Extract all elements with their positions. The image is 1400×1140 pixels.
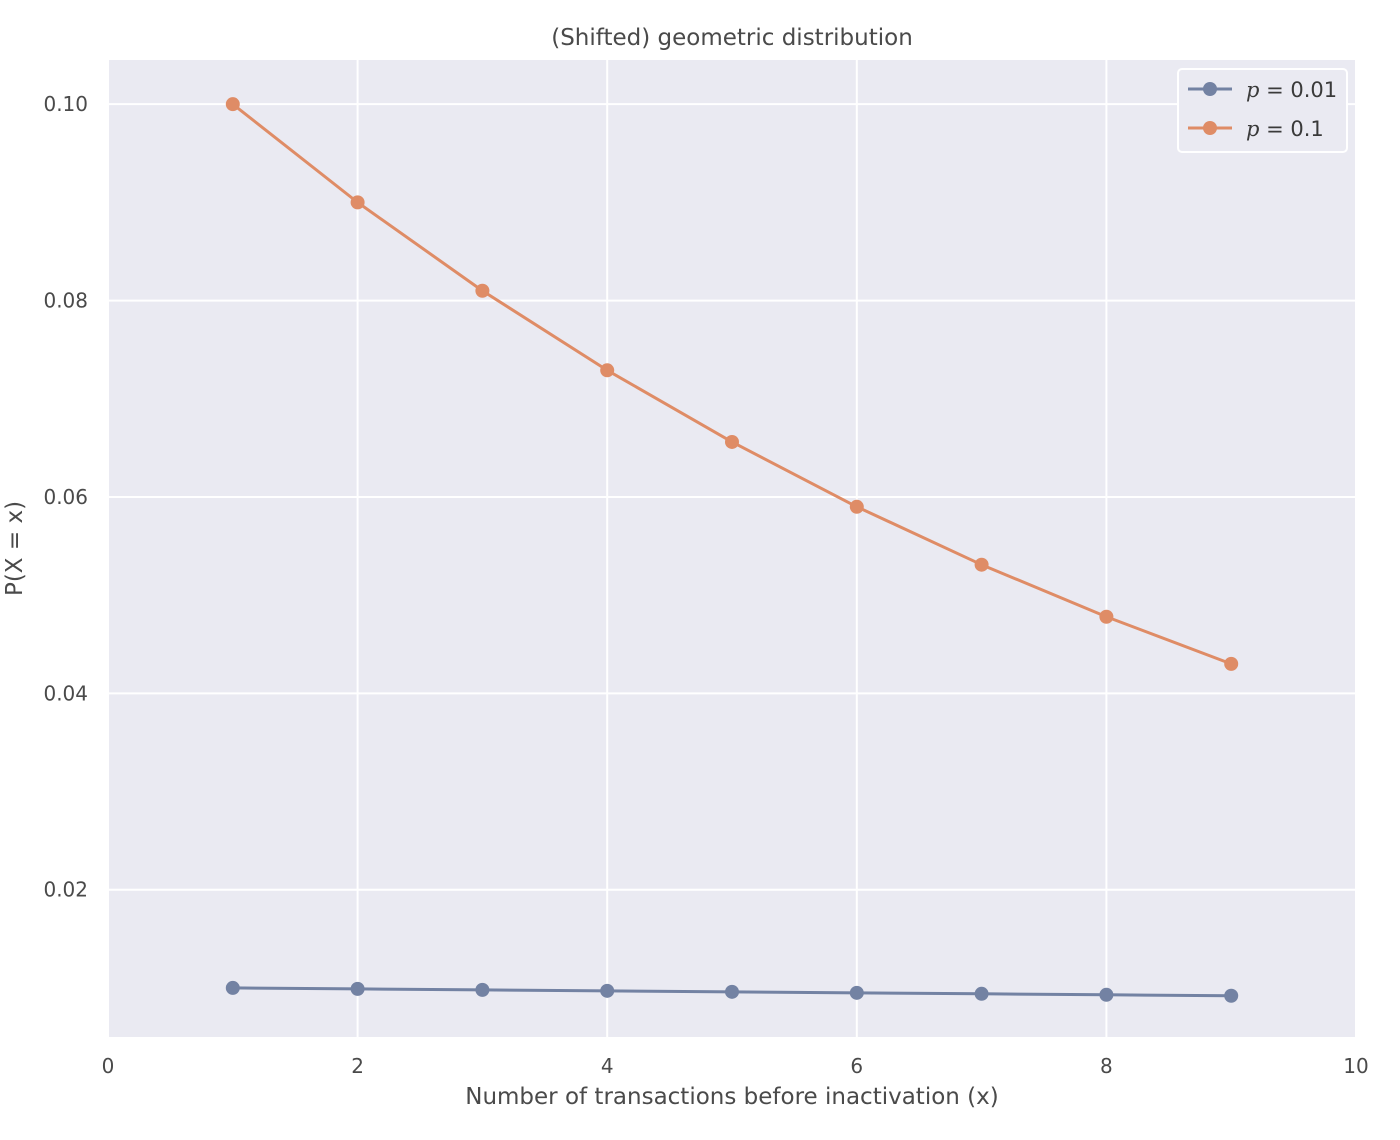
data-point bbox=[1099, 609, 1114, 624]
data-point bbox=[225, 97, 240, 112]
data-point bbox=[600, 983, 615, 998]
data-point bbox=[600, 363, 615, 378]
x-tick-label: 2 bbox=[351, 1054, 364, 1078]
x-axis-ticks: 0 2 4 6 8 10 bbox=[102, 1054, 1369, 1078]
series-1 bbox=[225, 980, 1239, 1003]
legend-item: p = 0.01 bbox=[1188, 78, 1337, 102]
x-tick-label: 0 bbox=[102, 1054, 115, 1078]
x-tick-label: 8 bbox=[1100, 1054, 1113, 1078]
y-tick-label: 0.10 bbox=[43, 92, 88, 116]
y-tick-label: 0.02 bbox=[43, 878, 88, 902]
legend-label: p = 0.1 bbox=[1246, 117, 1324, 141]
series-2 bbox=[225, 97, 1239, 671]
legend-item: p = 0.1 bbox=[1188, 117, 1324, 141]
x-axis-title: Number of transactions before inactivati… bbox=[465, 1084, 998, 1110]
y-axis-title: P(X = x) bbox=[2, 501, 28, 596]
data-point bbox=[849, 499, 864, 514]
data-point bbox=[1224, 656, 1239, 671]
x-tick-label: 10 bbox=[1343, 1054, 1368, 1078]
data-point bbox=[350, 195, 365, 210]
y-axis-ticks: 0.02 0.04 0.06 0.08 0.10 bbox=[43, 92, 88, 902]
legend-marker bbox=[1203, 121, 1217, 135]
chart-title: (Shifted) geometric distribution bbox=[551, 25, 913, 51]
y-tick-label: 0.04 bbox=[43, 681, 88, 705]
data-point bbox=[974, 557, 989, 572]
data-point bbox=[974, 986, 989, 1001]
x-tick-label: 4 bbox=[601, 1054, 614, 1078]
y-tick-label: 0.08 bbox=[43, 289, 88, 313]
legend-marker bbox=[1203, 82, 1217, 96]
data-point bbox=[1224, 988, 1239, 1003]
legend-label: p = 0.01 bbox=[1246, 78, 1337, 102]
data-point bbox=[725, 434, 739, 449]
data-point bbox=[1099, 987, 1114, 1002]
legend: p = 0.01 p = 0.1 bbox=[1177, 68, 1348, 153]
plot-area bbox=[108, 60, 1356, 1037]
x-tick-label: 6 bbox=[850, 1054, 863, 1078]
data-point bbox=[225, 980, 240, 995]
data-point bbox=[849, 985, 864, 1000]
data-point bbox=[475, 982, 490, 997]
series-layer bbox=[225, 97, 1239, 1003]
y-tick-label: 0.06 bbox=[43, 485, 88, 509]
data-point bbox=[475, 283, 490, 298]
data-point bbox=[350, 981, 365, 996]
data-point bbox=[725, 984, 739, 999]
grid-lines bbox=[107, 60, 1357, 1037]
